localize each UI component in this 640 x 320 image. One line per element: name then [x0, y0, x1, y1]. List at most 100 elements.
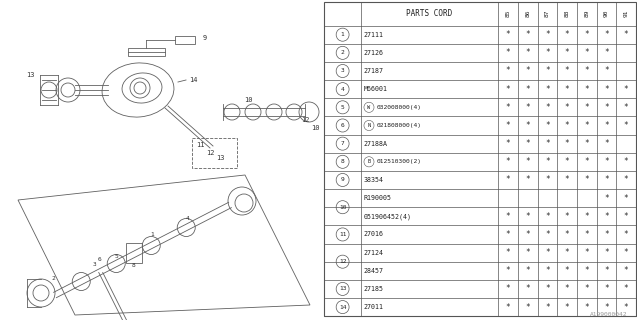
- Text: A199000042: A199000042: [589, 312, 627, 317]
- Text: *: *: [564, 103, 570, 112]
- Text: *: *: [545, 157, 550, 166]
- Text: *: *: [604, 103, 609, 112]
- Text: *: *: [604, 30, 609, 39]
- Text: B: B: [367, 159, 371, 164]
- Text: *: *: [545, 121, 550, 130]
- Text: 13: 13: [26, 72, 35, 78]
- Text: *: *: [506, 139, 511, 148]
- Text: *: *: [624, 30, 628, 39]
- Text: *: *: [584, 175, 589, 184]
- Text: *: *: [545, 175, 550, 184]
- Text: *: *: [506, 103, 511, 112]
- Text: *: *: [624, 103, 628, 112]
- Text: *: *: [584, 157, 589, 166]
- Text: *: *: [525, 67, 530, 76]
- Text: *: *: [525, 212, 530, 221]
- Text: *: *: [525, 48, 530, 57]
- Text: *: *: [624, 157, 628, 166]
- Text: 27016: 27016: [364, 231, 383, 237]
- Text: *: *: [604, 85, 609, 94]
- Text: *: *: [564, 30, 570, 39]
- Text: *: *: [584, 30, 589, 39]
- Text: 11: 11: [339, 232, 346, 237]
- Text: *: *: [545, 67, 550, 76]
- Text: *: *: [525, 175, 530, 184]
- Text: *: *: [584, 85, 589, 94]
- Text: 27187: 27187: [364, 68, 383, 74]
- Text: *: *: [545, 139, 550, 148]
- Text: 27011: 27011: [364, 304, 383, 310]
- Text: 8: 8: [340, 159, 344, 164]
- Text: *: *: [506, 157, 511, 166]
- Text: 032008000(4): 032008000(4): [376, 105, 422, 110]
- Text: *: *: [584, 230, 589, 239]
- Text: 91: 91: [623, 10, 628, 17]
- Bar: [175, 36, 195, 44]
- Text: *: *: [564, 48, 570, 57]
- Text: *: *: [604, 284, 609, 293]
- Text: *: *: [584, 103, 589, 112]
- Text: *: *: [604, 67, 609, 76]
- Text: *: *: [506, 67, 511, 76]
- Text: *: *: [545, 230, 550, 239]
- Text: *: *: [525, 284, 530, 293]
- Text: *: *: [525, 157, 530, 166]
- Text: *: *: [545, 30, 550, 39]
- Text: *: *: [604, 248, 609, 257]
- Text: *: *: [545, 85, 550, 94]
- Text: R190005: R190005: [364, 195, 391, 201]
- Text: 13: 13: [216, 155, 224, 161]
- Text: *: *: [525, 303, 530, 312]
- Text: *: *: [506, 212, 511, 221]
- Text: *: *: [506, 303, 511, 312]
- Text: 3: 3: [340, 68, 344, 74]
- Text: *: *: [506, 266, 511, 275]
- Text: 5: 5: [340, 105, 344, 110]
- Text: *: *: [525, 30, 530, 39]
- Text: *: *: [584, 266, 589, 275]
- Bar: [192, 138, 237, 168]
- Text: W: W: [367, 105, 371, 110]
- Text: *: *: [564, 248, 570, 257]
- Text: 1: 1: [340, 32, 344, 37]
- Text: *: *: [564, 212, 570, 221]
- Text: PARTS CORD: PARTS CORD: [406, 9, 452, 18]
- Text: N: N: [367, 123, 371, 128]
- Text: *: *: [545, 103, 550, 112]
- Text: 8: 8: [132, 263, 136, 268]
- Text: 14: 14: [189, 77, 197, 83]
- Text: *: *: [624, 212, 628, 221]
- Text: *: *: [564, 157, 570, 166]
- Text: *: *: [584, 48, 589, 57]
- Text: 28457: 28457: [364, 268, 383, 274]
- Text: 27111: 27111: [364, 32, 383, 38]
- Text: *: *: [624, 248, 628, 257]
- Text: *: *: [564, 266, 570, 275]
- Text: *: *: [545, 284, 550, 293]
- Text: *: *: [564, 303, 570, 312]
- Text: 2: 2: [340, 50, 344, 55]
- Text: *: *: [604, 175, 609, 184]
- Text: 38354: 38354: [364, 177, 383, 183]
- Text: 9: 9: [203, 35, 207, 41]
- Text: *: *: [604, 121, 609, 130]
- Text: 7: 7: [340, 141, 344, 146]
- Text: *: *: [525, 85, 530, 94]
- Text: 27126: 27126: [364, 50, 383, 56]
- Text: 85: 85: [506, 10, 511, 17]
- Text: *: *: [564, 121, 570, 130]
- Text: 27185: 27185: [364, 286, 383, 292]
- Text: 88: 88: [564, 10, 570, 17]
- Text: *: *: [624, 230, 628, 239]
- Text: *: *: [545, 212, 550, 221]
- Text: 051906452(4): 051906452(4): [364, 213, 412, 220]
- Text: *: *: [564, 67, 570, 76]
- Text: *: *: [624, 194, 628, 203]
- Text: 10: 10: [244, 97, 252, 103]
- Text: *: *: [604, 48, 609, 57]
- Text: *: *: [604, 194, 609, 203]
- Text: *: *: [584, 212, 589, 221]
- Text: 5: 5: [114, 254, 118, 259]
- Text: *: *: [525, 230, 530, 239]
- Text: *: *: [506, 284, 511, 293]
